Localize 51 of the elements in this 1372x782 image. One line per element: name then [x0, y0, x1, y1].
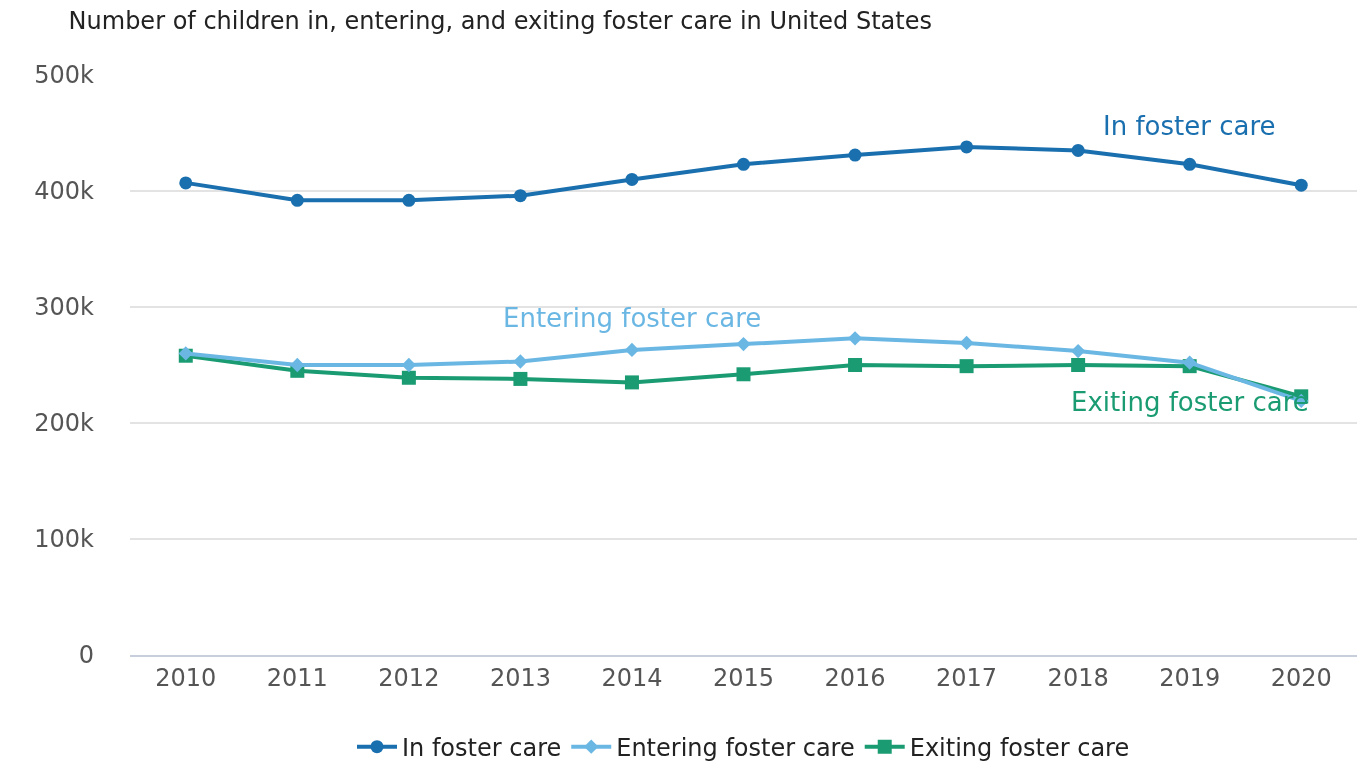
- point: [736, 336, 751, 352]
- x-tick-label: 2017: [936, 663, 998, 692]
- y-tick-label: 400k: [34, 177, 95, 206]
- point: [1183, 157, 1197, 171]
- point: [401, 370, 416, 385]
- point: [848, 358, 863, 372]
- y-tick-label: 300k: [34, 293, 95, 322]
- x-tick-label: 2018: [1047, 663, 1109, 692]
- x-tick-label: 2020: [1270, 663, 1332, 692]
- legend-label: Exiting foster care: [909, 734, 1130, 763]
- point: [513, 354, 528, 369]
- point: [402, 193, 416, 207]
- point: [624, 375, 639, 390]
- point: [848, 148, 862, 162]
- point: [959, 359, 974, 374]
- point: [624, 342, 640, 358]
- point: [1071, 358, 1086, 372]
- y-tick-label: 200k: [34, 409, 95, 438]
- point: [1070, 343, 1086, 359]
- point: [513, 371, 528, 386]
- y-tick-label: 500k: [34, 61, 95, 90]
- point: [290, 193, 304, 207]
- x-tick-label: 2012: [378, 663, 440, 692]
- point: [1071, 143, 1085, 157]
- x-tick-label: 2010: [155, 663, 217, 692]
- y-tick-label: 100k: [34, 525, 95, 554]
- x-tick-label: 2013: [489, 663, 551, 692]
- point: [847, 331, 863, 346]
- point: [1182, 355, 1197, 370]
- text: Entering foster care: [503, 303, 762, 333]
- point: [959, 335, 974, 351]
- x-tick-label: 2011: [266, 663, 328, 692]
- x-tick-label: 2014: [601, 663, 663, 692]
- point: [290, 357, 305, 373]
- legend-label: In foster care: [402, 734, 562, 763]
- chart-title: Number of children in, entering, and exiting foster care in United States: [68, 6, 932, 35]
- point: [179, 176, 193, 190]
- point: [736, 367, 751, 382]
- point: [1294, 178, 1308, 192]
- point: [960, 140, 974, 154]
- legend-label: Entering foster care: [616, 734, 855, 763]
- point: [737, 157, 750, 171]
- x-tick-label: 2015: [712, 663, 775, 692]
- point: [401, 357, 417, 373]
- x-tick-label: 2019: [1159, 663, 1221, 692]
- point: [625, 172, 639, 186]
- text: Exiting foster care: [1071, 387, 1309, 417]
- text: In foster care: [1103, 111, 1276, 141]
- point: [513, 189, 527, 203]
- y-tick-label: 0: [78, 641, 94, 670]
- x-tick-label: 2016: [824, 663, 886, 692]
